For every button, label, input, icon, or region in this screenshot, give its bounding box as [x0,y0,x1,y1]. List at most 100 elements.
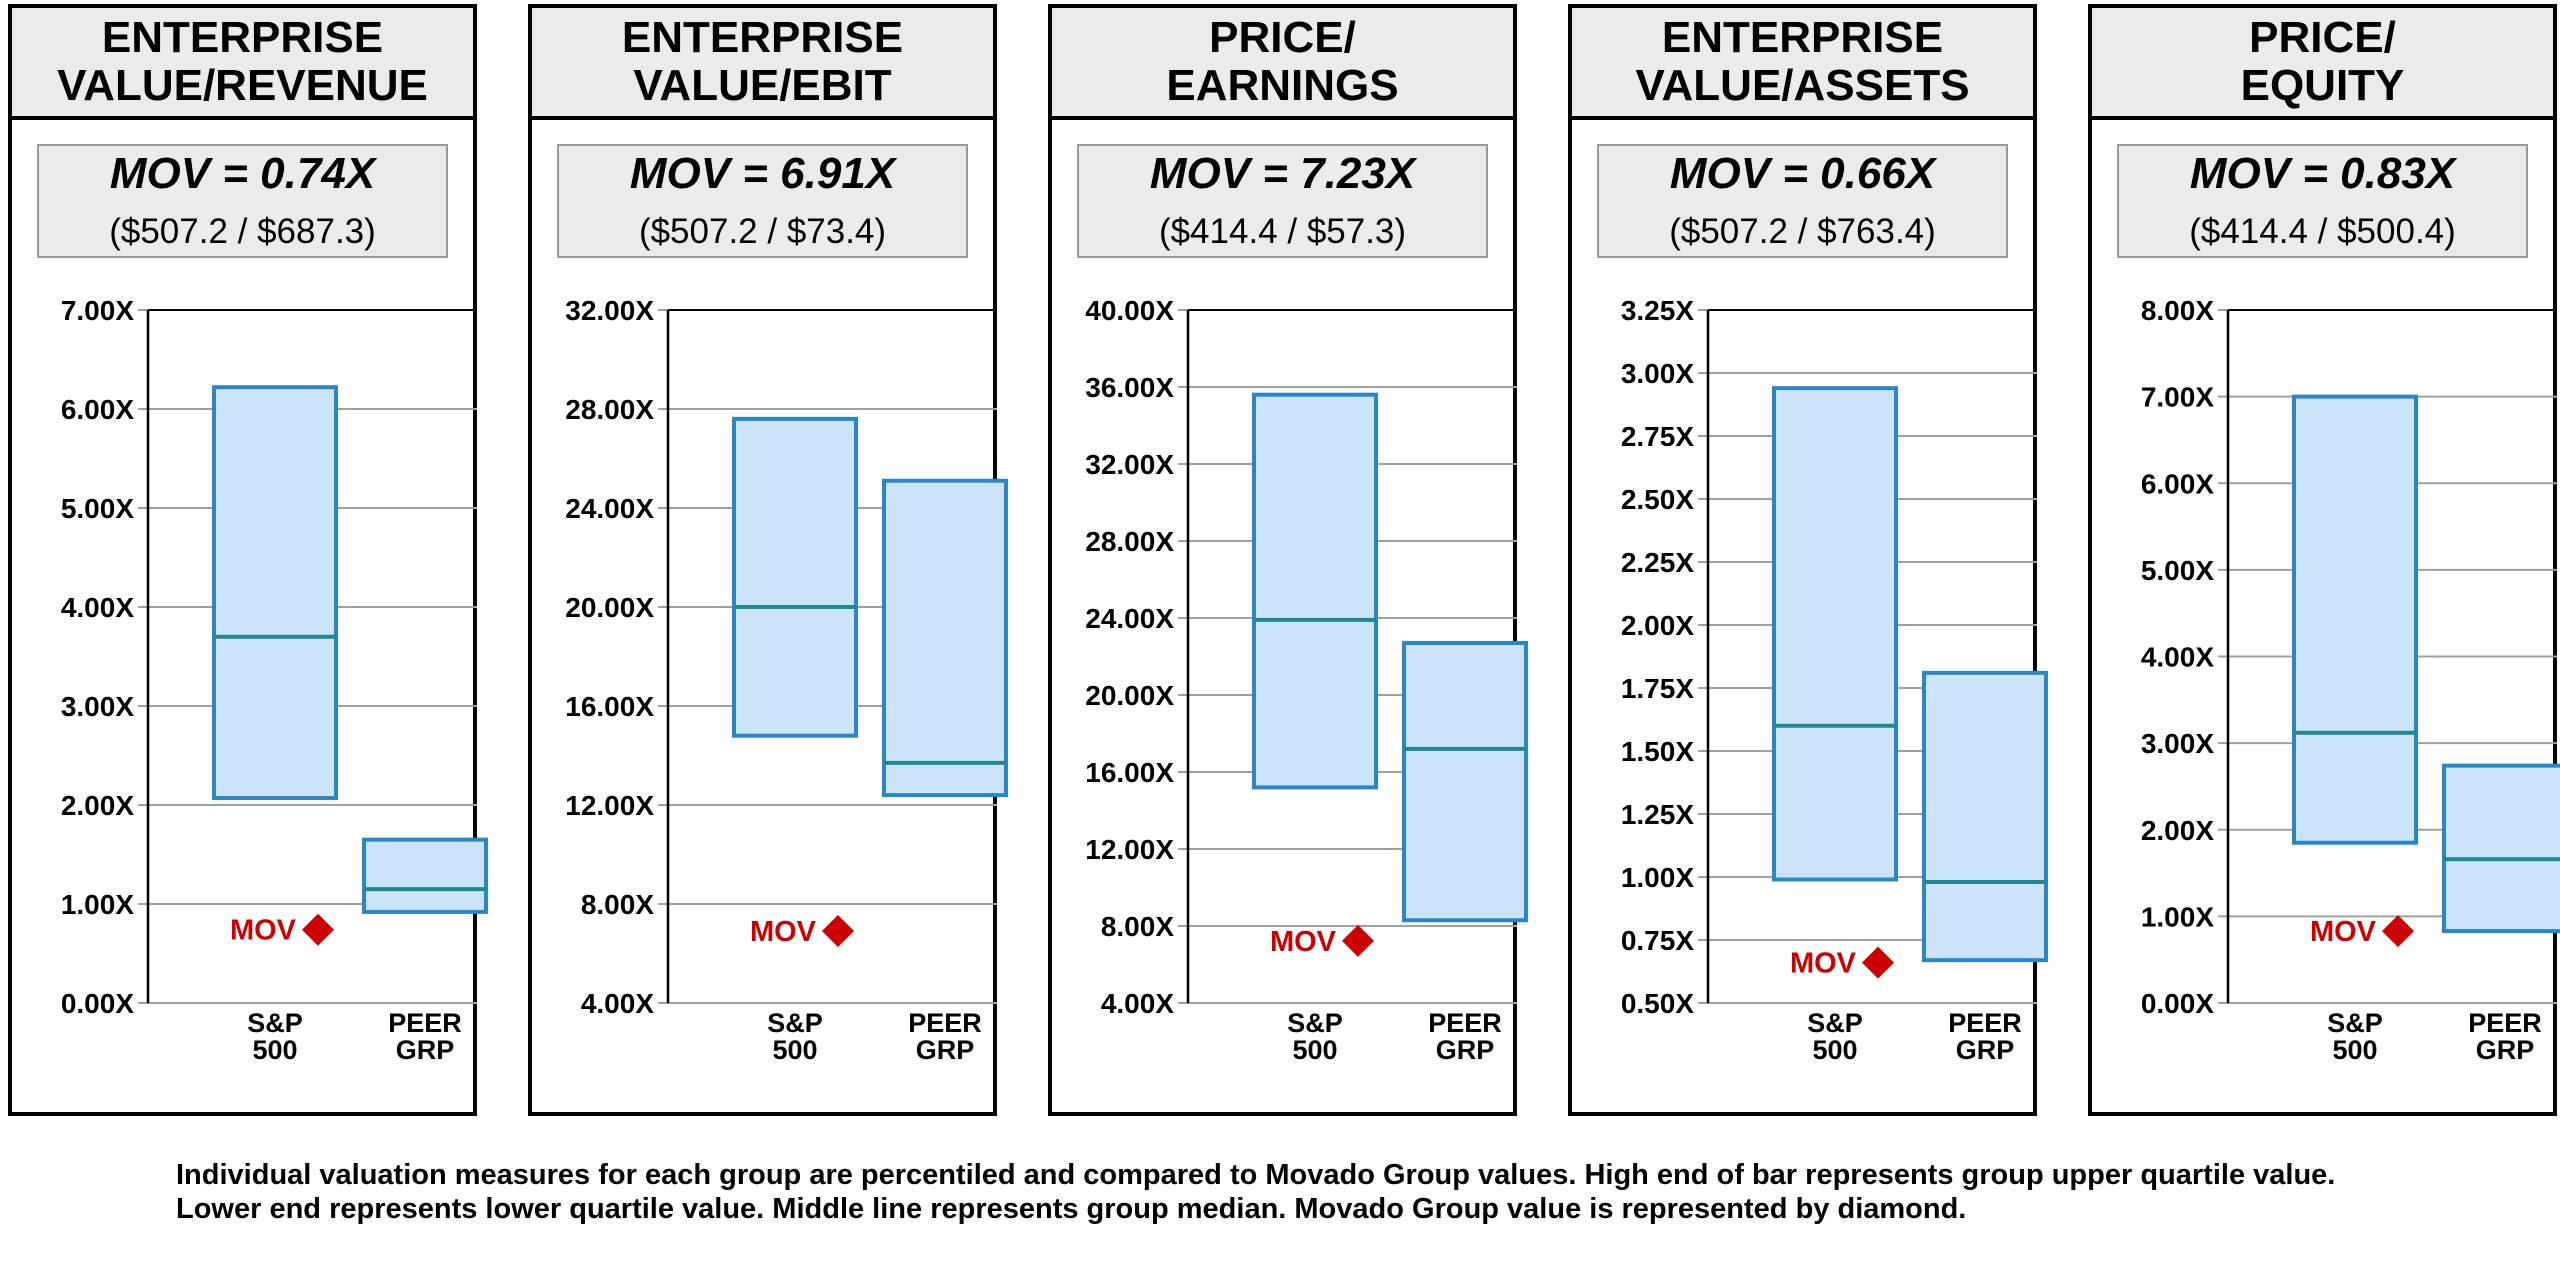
x-category-label: GRP [1956,1035,2015,1065]
y-tick-label: 1.75X [1621,673,1694,704]
quartile-box [212,385,338,801]
y-tick-label: 1.50X [1621,736,1694,767]
panel-header [8,4,477,120]
x-category-label: PEER [1948,1008,2022,1038]
mov-diamond-marker [302,913,334,946]
mov-marker-label: MOV [1790,948,1857,980]
mov-ratio: MOV = 0.74X [110,149,378,198]
x-category-label: S&P [247,1008,303,1038]
y-tick-label: 6.00X [2141,468,2214,499]
y-tick-label: 4.00X [61,592,134,623]
y-tick-label: 1.25X [1621,799,1694,830]
x-category-label: PEER [388,1008,462,1038]
x-category-label: 500 [772,1035,817,1065]
chart-panel-5: PRICE/EQUITY MOV = 0.83X ($414.4 / $500.4)… [2088,4,2560,1116]
x-category-label: S&P [767,1008,823,1038]
mov-diamond-marker [1342,924,1374,957]
y-tick-label: 2.50X [1621,484,1694,515]
y-tick-label: 40.00X [1085,295,1174,326]
mov-summary-box [557,144,968,258]
quartile-box [1252,392,1378,790]
x-category-label: S&P [2327,1008,2383,1038]
mov-diamond-marker [1862,946,1894,979]
quartile-box [1922,670,2048,963]
panel-header [1048,4,1517,120]
mov-marker-label: MOV [1270,926,1337,958]
mov-marker-label: MOV [750,916,817,948]
y-tick-label: 2.25X [1621,547,1694,578]
y-tick-label: 3.00X [2141,728,2214,759]
y-tick-label: 12.00X [1085,834,1174,865]
y-tick-label: 2.75X [1621,421,1694,452]
mov-ratio: MOV = 6.91X [630,149,898,198]
y-tick-label: 3.00X [61,691,134,722]
quartile-box [1772,386,1898,882]
x-category-label: 500 [1292,1035,1337,1065]
panel-header [1568,4,2037,120]
panel-header [528,4,997,120]
y-tick-label: 16.00X [565,691,654,722]
mov-diamond-marker [2382,915,2414,948]
y-tick-label: 28.00X [1085,526,1174,557]
y-tick-label: 4.00X [581,988,654,1019]
mov-summary-box [1077,144,1488,258]
y-tick-label: 20.00X [1085,680,1174,711]
quartile-box [362,837,488,914]
y-tick-label: 8.00X [581,889,654,920]
y-tick-label: 16.00X [1085,757,1174,788]
y-tick-label: 2.00X [2141,815,2214,846]
panel-title-line: ENTERPRISE [102,13,383,62]
mov-diamond-marker [822,914,854,947]
mov-calculation: ($507.2 / $763.4) [1669,212,1936,251]
quartile-box [2442,763,2560,934]
mov-calculation: ($507.2 / $687.3) [109,212,376,251]
panel-title-line: EQUITY [2241,61,2405,110]
y-tick-label: 3.25X [1621,295,1694,326]
mov-marker-label: MOV [2310,916,2377,948]
panel-title-line: VALUE/REVENUE [57,61,428,110]
x-category-label: 500 [1812,1035,1857,1065]
y-tick-label: 4.00X [1101,988,1174,1019]
panel-title-line: PRICE/ [1209,13,1356,62]
y-tick-label: 32.00X [565,295,654,326]
x-category-label: S&P [1807,1008,1863,1038]
y-tick-label: 1.00X [2141,901,2214,932]
panel-title: ENTERPRISE VALUE/ASSETS [1635,13,1969,110]
y-tick-label: 2.00X [1621,610,1694,641]
chart-panel-3: PRICE/EARNINGS MOV = 7.23X ($414.4 / $57.3… [1048,4,1528,1116]
y-tick-label: 0.75X [1621,925,1694,956]
chart-panel-1: ENTERPRISE VALUE/REVENUE MOV = 0.74X ($507.… [8,4,488,1116]
panel-title: ENTERPRISE VALUE/EBIT [622,13,903,110]
y-tick-label: 0.00X [2141,988,2214,1019]
chart-panel-4: ENTERPRISE VALUE/ASSETS MOV = 0.66X ($507.2… [1568,4,2048,1116]
panel-title-line: ENTERPRISE [622,13,903,62]
x-category-label: 500 [2332,1035,2377,1065]
x-category-label: S&P [1287,1008,1343,1038]
y-tick-label: 2.00X [61,790,134,821]
panel-title-line: PRICE/ [2249,13,2396,62]
quartile-box [732,416,858,738]
quartile-box [882,478,1008,798]
y-tick-label: 0.00X [61,988,134,1019]
panel-title: ENTERPRISE VALUE/REVENUE [57,13,428,110]
y-tick-label: 4.00X [2141,642,2214,673]
y-tick-label: 24.00X [565,493,654,524]
mov-ratio: MOV = 0.66X [1670,149,1938,198]
panel-header [2088,4,2557,120]
mov-summary-box [1597,144,2008,258]
y-tick-label: 5.00X [2141,555,2214,586]
y-tick-label: 24.00X [1085,603,1174,634]
y-tick-label: 7.00X [61,295,134,326]
y-tick-label: 0.50X [1621,988,1694,1019]
y-tick-label: 6.00X [61,394,134,425]
x-category-label: PEER [1428,1008,1502,1038]
panel-title-line: VALUE/EBIT [633,61,891,110]
panel-title-line: EARNINGS [1166,61,1398,110]
mov-summary-box [2117,144,2528,258]
panel-title-line: VALUE/ASSETS [1635,61,1969,110]
x-category-label: GRP [2476,1035,2535,1065]
y-tick-label: 5.00X [61,493,134,524]
panel-title: PRICE/EQUITY [2241,13,2405,110]
x-category-label: PEER [2468,1008,2542,1038]
y-tick-label: 8.00X [1101,911,1174,942]
